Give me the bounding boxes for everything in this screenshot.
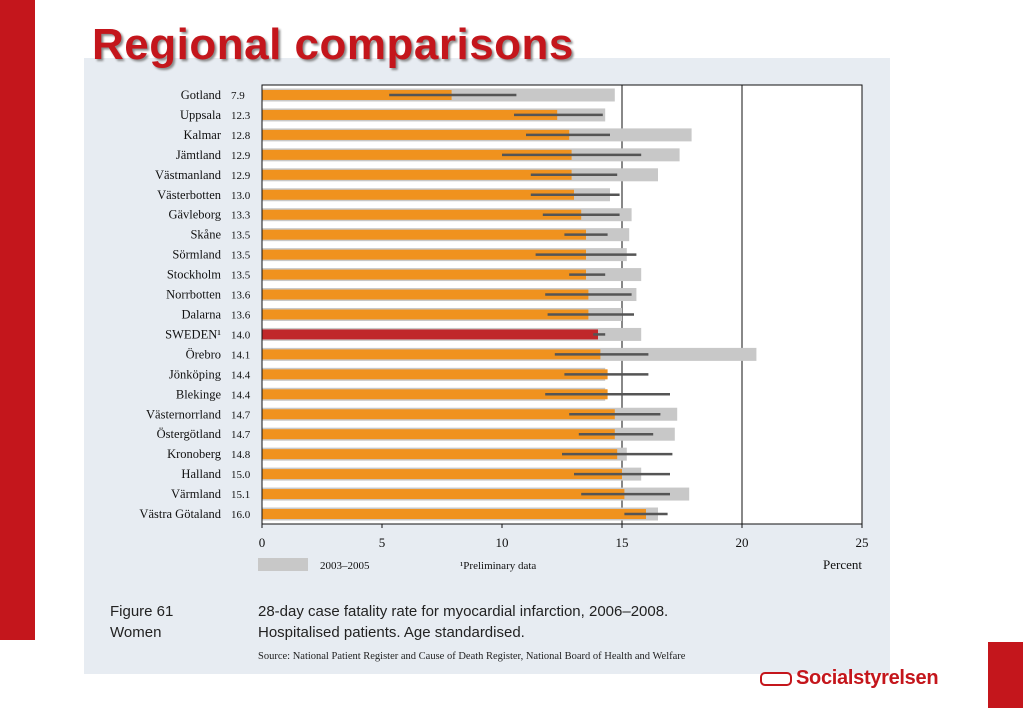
- value-label: 13.5: [231, 270, 251, 282]
- value-bar: [262, 289, 589, 300]
- region-label: Örebro: [186, 347, 221, 361]
- caption-line-1: 28-day case fatality rate for myocardial…: [258, 603, 669, 620]
- caption-line-2: Hospitalised patients. Age standardised.: [258, 624, 525, 641]
- value-label: 12.8: [231, 130, 251, 142]
- value-bar: [262, 449, 618, 460]
- x-tick-label: 10: [496, 535, 509, 550]
- value-label: 7.9: [231, 90, 245, 102]
- value-label: 13.0: [231, 190, 251, 202]
- value-label: 14.7: [231, 429, 251, 441]
- region-label: Värmland: [171, 487, 222, 501]
- region-label: Jämtland: [176, 148, 222, 162]
- right-accent-bar: [988, 642, 1023, 708]
- x-tick-label: 0: [259, 535, 266, 550]
- region-label: Jönköping: [169, 367, 222, 381]
- value-label: 13.3: [231, 210, 251, 222]
- value-label: 15.0: [231, 469, 251, 481]
- value-label: 14.1: [231, 349, 250, 361]
- region-label: Sörmland: [172, 248, 221, 262]
- legend-swatch: [258, 558, 308, 571]
- x-tick-label: 20: [736, 535, 749, 550]
- left-accent-bar: [0, 0, 35, 640]
- x-tick-label: 25: [856, 535, 869, 550]
- region-label: Uppsala: [180, 108, 221, 122]
- value-bar: [262, 349, 601, 360]
- sweden-bar: [262, 329, 598, 340]
- value-bar: [262, 309, 589, 320]
- logo-mark-icon: [760, 671, 792, 686]
- value-label: 12.9: [231, 170, 251, 182]
- region-label: SWEDEN¹: [165, 327, 221, 341]
- value-bar: [262, 169, 572, 180]
- value-label: 13.6: [231, 290, 251, 302]
- x-tick-label: 15: [616, 535, 629, 550]
- value-label: 12.3: [231, 110, 251, 122]
- x-tick-label: 5: [379, 535, 386, 550]
- figure-caption: 28-day case fatality rate for myocardial…: [258, 601, 878, 643]
- region-label: Östergötland: [157, 427, 222, 441]
- value-bar: [262, 469, 622, 480]
- region-label: Skåne: [190, 228, 221, 242]
- region-label: Dalarna: [181, 307, 221, 321]
- region-label: Halland: [181, 467, 221, 481]
- value-label: 15.1: [231, 489, 250, 501]
- value-bar: [262, 269, 586, 280]
- x-axis-label: Percent: [823, 557, 862, 572]
- value-label: 14.4: [231, 389, 251, 401]
- value-label: 13.5: [231, 230, 251, 242]
- value-bar: [262, 89, 452, 100]
- value-label: 14.4: [231, 369, 251, 381]
- plot-frame: [261, 84, 863, 525]
- value-bar: [262, 389, 608, 400]
- legend-label: 2003–2005: [320, 560, 370, 572]
- value-bar: [262, 429, 615, 440]
- figure-source: Source: National Patient Register and Ca…: [258, 651, 686, 662]
- value-bar: [262, 189, 574, 200]
- region-label: Gävleborg: [168, 208, 221, 222]
- region-label: Västra Götaland: [139, 507, 221, 521]
- figure-number: Figure 61: [110, 603, 174, 620]
- region-label: Gotland: [181, 88, 222, 102]
- footnote: ¹Preliminary data: [460, 560, 536, 572]
- value-bar: [262, 489, 625, 500]
- value-label: 12.9: [231, 150, 251, 162]
- value-bar: [262, 509, 646, 520]
- value-bar: [262, 409, 615, 420]
- region-label: Västerbotten: [157, 188, 222, 202]
- value-bar: [262, 369, 608, 380]
- value-bar: [262, 229, 586, 240]
- region-label: Stockholm: [167, 268, 221, 282]
- value-bar: [262, 109, 558, 120]
- slide-title: Regional comparisons: [92, 20, 574, 69]
- region-label: Kalmar: [184, 128, 222, 142]
- figure-label: Figure 61 Women: [110, 601, 173, 643]
- value-bar: [262, 129, 570, 140]
- socialstyrelsen-logo: Socialstyrelsen: [760, 667, 939, 690]
- region-label: Västmanland: [155, 168, 222, 182]
- region-label: Norrbotten: [166, 288, 222, 302]
- value-bar: [262, 149, 572, 160]
- value-label: 14.8: [231, 449, 251, 461]
- value-label: 13.6: [231, 309, 251, 321]
- region-label: Västernorrland: [146, 407, 222, 421]
- value-label: 14.0: [231, 329, 251, 341]
- value-label: 16.0: [231, 509, 251, 521]
- value-label: 14.7: [231, 409, 251, 421]
- region-label: Kronoberg: [167, 447, 222, 461]
- value-bar: [262, 209, 582, 220]
- value-label: 13.5: [231, 250, 251, 262]
- value-bar: [262, 249, 586, 260]
- figure-group: Women: [110, 624, 162, 641]
- logo-text: Socialstyrelsen: [796, 667, 939, 689]
- region-label: Blekinge: [176, 387, 222, 401]
